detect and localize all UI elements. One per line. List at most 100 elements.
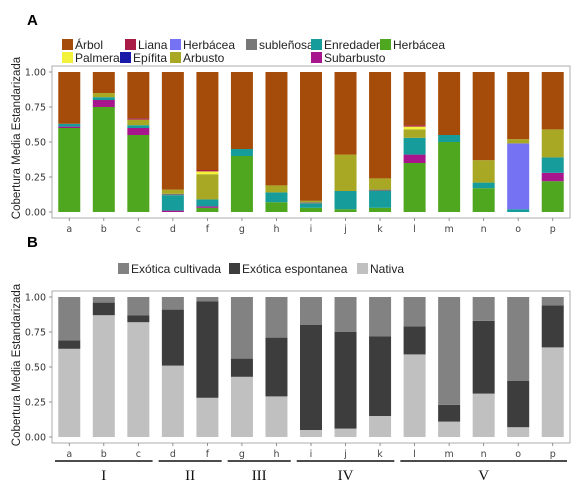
panel-a-bar-f-segment: [196, 170, 219, 172]
panel-a-legend-swatch: [62, 39, 73, 50]
panel-a-bar-b-segment: [92, 97, 115, 100]
panel-a-xtick-label: i: [310, 224, 313, 235]
panel-a-bar-f-segment: [196, 72, 219, 170]
panel-a-bar-n-segment: [472, 182, 495, 189]
panel-a-bar-d-segment: [161, 210, 184, 212]
panel-b-plot: 0.00 0.25 0.50 0.75 1.00 a b c d f g h i j k l m n o p Exóti…: [25, 262, 571, 484]
panel-a-xtick-label: d: [170, 224, 176, 235]
panel-a-xtick-label: b: [101, 224, 107, 235]
panel-b-bar-c-segment: [127, 315, 150, 323]
panel-b-bar-k-segment: [369, 336, 392, 416]
panel-b-ytick-label: 0.00: [25, 433, 46, 444]
panel-a-bar-o-segment: [507, 139, 530, 144]
panel-a-bar-l-segment: [403, 129, 426, 138]
panel-a-bar-j-segment: [334, 191, 357, 210]
panel-b-ytick-label: 0.75: [25, 328, 46, 339]
panel-a-bar-j-segment: [334, 72, 357, 155]
panel-a-ytick-label: 1.00: [25, 68, 46, 79]
panel-a-legend-swatch: [380, 39, 391, 50]
panel-a-xtick-label: f: [206, 224, 210, 235]
panel-a-legend-label: Palmera: [75, 51, 120, 65]
panel-a-bar-p-segment: [541, 172, 564, 182]
panel-a-bar-h-segment: [265, 72, 288, 186]
panel-a-bar-n-segment: [472, 72, 495, 161]
panel-b-xtick-label: p: [550, 449, 556, 460]
panel-a-bar-m-segment: [438, 135, 461, 142]
panel-b-bar-b-segment: [92, 297, 115, 303]
panel-a-legend-label: Subarbusto: [324, 51, 386, 65]
panel-a-xtick-label: l: [413, 224, 416, 235]
panel-a-xtick-label: k: [377, 224, 383, 235]
panel-a-bar-o-segment: [507, 143, 530, 210]
panel-a-bar-p-segment: [541, 72, 564, 130]
panel-a-legend-swatch: [62, 52, 73, 63]
panel-b-xtick-label: m: [445, 449, 454, 460]
panel-a-bar-c-segment: [127, 119, 150, 126]
panel-b-letter: B: [27, 234, 38, 251]
panel-a-bar-o-segment: [507, 209, 530, 212]
panel-b-bar-n-segment: [472, 320, 495, 394]
panel-a-xtick-label: g: [239, 224, 245, 235]
panel-a-bar-b-segment: [92, 100, 115, 107]
panel-a-bar-f-segment: [196, 174, 219, 200]
panel-a-ytick-label: 0.25: [25, 173, 46, 184]
panel-b-bar-i-segment: [300, 430, 322, 437]
panel-a-xtick-label: h: [273, 224, 279, 235]
panel-a-bar-c-segment: [127, 125, 150, 128]
panel-b-legend-label: Nativa: [370, 262, 404, 276]
panel-b-bar-l-segment: [403, 354, 426, 437]
panel-b-bar-o-segment: [507, 381, 530, 428]
panel-a-bar-i-segment: [300, 200, 322, 203]
panel-b-xtick-label: f: [206, 449, 210, 460]
panel-b-legend-label: Exótica cultivada: [131, 262, 221, 276]
panel-b-bar-c-segment: [127, 297, 150, 316]
panel-a-bar-j-segment: [334, 154, 357, 191]
panel-a-bar-c-segment: [127, 135, 150, 212]
panel-a-legend-swatch: [246, 39, 257, 50]
panel-a-bar-p-segment: [541, 157, 564, 173]
panel-b-xtick-label: k: [377, 449, 383, 460]
panel-a-ytick-label: 0.00: [25, 208, 46, 219]
panel-a-bar-a-segment: [58, 72, 81, 124]
panel-b-bar-i-segment: [300, 325, 322, 430]
panel-a-bar-l-segment: [403, 154, 426, 163]
panel-b-xtick-label: h: [273, 449, 279, 460]
panel-b-xtick-label: j: [343, 449, 347, 460]
panel-a-bar-k-segment: [369, 207, 392, 212]
panel-a-bar-d-segment: [161, 189, 184, 194]
panel-b-bar-l-segment: [403, 326, 426, 355]
panel-b-bar-a-segment: [58, 297, 81, 341]
panel-a-ytick-label: 0.50: [25, 138, 46, 149]
panel-a-bar-l-segment: [403, 72, 426, 126]
panel-b-bar-l-segment: [403, 297, 426, 327]
panel-a-bar-c-segment: [127, 128, 150, 135]
panel-a-legend-label: subleñosa: [259, 38, 314, 52]
panel-b-bar-f-segment: [196, 301, 219, 398]
panel-b-bar-m-segment: [438, 297, 461, 405]
panel-b-xtick-label: o: [515, 449, 521, 460]
panel-b-group-label: IV: [338, 468, 354, 484]
panel-a-xtick-label: n: [481, 224, 487, 235]
panel-b-group-label: II: [185, 468, 195, 484]
panel-a-legend-label: Herbácea: [393, 38, 445, 52]
panel-a-bar-m-segment: [438, 142, 461, 212]
panel-a-legend-label: Liana: [138, 38, 168, 52]
panel-b-legend-swatch: [118, 263, 129, 274]
panel-a-xtick-label: c: [136, 224, 141, 235]
panel-a-bar-h-segment: [265, 185, 288, 193]
panel-a-xtick-label: a: [66, 224, 72, 235]
panel-b-bar-h-segment: [265, 396, 288, 437]
panel-b-bar-c-segment: [127, 322, 150, 437]
panel-a-legend-swatch: [170, 39, 181, 50]
panel-a-bar-g-segment: [230, 72, 253, 149]
panel-b-group-label: V: [478, 468, 489, 484]
panel-a-legend-label: Arbusto: [183, 51, 225, 65]
panel-b-legend-swatch: [357, 263, 368, 274]
panel-b-bar-b-segment: [92, 315, 115, 437]
panel-b-bar-f-segment: [196, 297, 219, 302]
panel-b-xtick-label: l: [413, 449, 416, 460]
panel-b-bar-m-segment: [438, 404, 461, 422]
panel-b-bar-d-segment: [161, 297, 184, 310]
panel-a-plot: 0.00 0.25 0.50 0.75 1.00 a b c d f g h i j k l m n o p Árbol…: [25, 37, 571, 235]
